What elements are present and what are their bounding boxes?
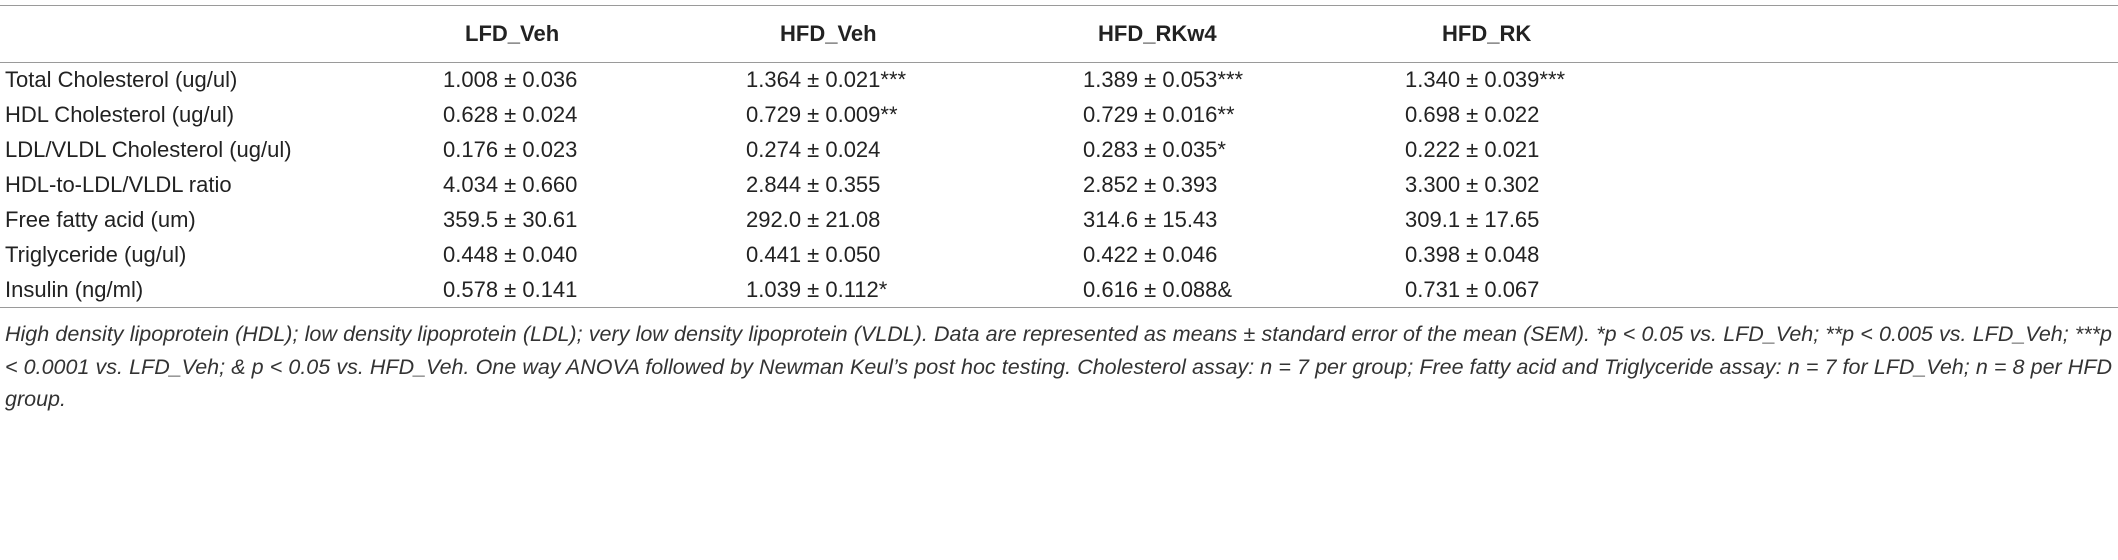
row-label: Total Cholesterol (ug/ul) [5,67,238,93]
cell-value: 2.852 ± 0.393 [1083,172,1218,197]
cell-value: 3.300 ± 0.302 [1405,172,1540,197]
cell-value: 314.6 ± 15.43 [1083,207,1218,232]
cell-value: 0.578 ± 0.141 [443,276,578,302]
table-row: Free fatty acid (um) 359.5 ± 30.61 292.0 ±… [0,203,2118,238]
cell-value: 0.616 ± 0.088& [1083,276,1233,302]
cell-value: 4.034 ± 0.660 [443,172,578,197]
column-header: HFD_Veh [780,21,877,46]
cell-value: 2.844 ± 0.355 [746,172,881,197]
header-corner [0,6,430,63]
table-row: Total Cholesterol (ug/ul) 1.008 ± 0.036 1.… [0,63,2118,98]
cell-value: 1.008 ± 0.036 [443,67,578,93]
cell-value: 1.389 ± 0.053*** [1083,67,1244,93]
row-label: Triglyceride (ug/ul) [5,242,187,267]
cell-value: 0.398 ± 0.048 [1405,242,1540,267]
row-label: HDL-to-LDL/VLDL ratio [5,172,232,197]
column-header: LFD_Veh [465,21,560,46]
cell-value: 292.0 ± 21.08 [746,207,881,232]
table-body: Total Cholesterol (ug/ul) 1.008 ± 0.036 1.… [0,63,2118,308]
row-label: HDL Cholesterol (ug/ul) [5,102,235,127]
row-label: Insulin (ng/ml) [5,276,144,302]
cell-value: 0.222 ± 0.021 [1405,137,1540,162]
table-row: HDL-to-LDL/VLDL ratio 4.034 ± 0.660 2.844 … [0,168,2118,203]
cell-value: 0.441 ± 0.050 [746,242,881,267]
cell-value: 0.729 ± 0.016** [1083,102,1235,127]
column-header: HFD_RKw4 [1098,21,1217,46]
page: LFD_Veh HFD_Veh HFD_RKw4 HFD_RK Total Ch… [0,5,2118,560]
cell-value: 359.5 ± 30.61 [443,207,578,232]
footnote: High density lipoprotein (HDL); low dens… [5,322,2112,411]
column-header: HFD_RK [1442,21,1532,46]
row-label: Free fatty acid (um) [5,207,196,232]
cell-value: 1.039 ± 0.112* [746,276,888,302]
table-row: Insulin (ng/ml) 0.578 ± 0.141 1.039 ± 0.11… [0,273,2118,308]
cell-value: 0.628 ± 0.024 [443,102,578,127]
table-header: LFD_Veh HFD_Veh HFD_RKw4 HFD_RK [0,5,2118,63]
cell-value: 309.1 ± 17.65 [1405,207,1540,232]
cell-value: 1.364 ± 0.021*** [746,67,907,93]
header-row: LFD_Veh HFD_Veh HFD_RKw4 HFD_RK [0,5,2118,63]
cell-value: 0.283 ± 0.035* [1083,137,1226,162]
data-table: LFD_Veh HFD_Veh HFD_RKw4 HFD_RK Total Ch… [0,5,2118,308]
cell-value: 0.448 ± 0.040 [443,242,578,267]
table-row: HDL Cholesterol (ug/ul) 0.628 ± 0.024 0.72… [0,98,2118,133]
cell-value: 0.698 ± 0.022 [1405,102,1540,127]
table-row: LDL/VLDL Cholesterol (ug/ul) 0.176 ± 0.02… [0,133,2118,168]
cell-value: 0.176 ± 0.023 [443,137,578,162]
cell-value: 0.422 ± 0.046 [1083,242,1218,267]
cell-value: 0.731 ± 0.067 [1405,276,1540,302]
cell-value: 0.274 ± 0.024 [746,137,881,162]
table-row: Triglyceride (ug/ul) 0.448 ± 0.040 0.441 ±… [0,238,2118,273]
cell-value: 0.729 ± 0.009** [746,102,898,127]
cell-value: 1.340 ± 0.039*** [1405,67,1566,93]
row-label: LDL/VLDL Cholesterol (ug/ul) [5,137,292,162]
